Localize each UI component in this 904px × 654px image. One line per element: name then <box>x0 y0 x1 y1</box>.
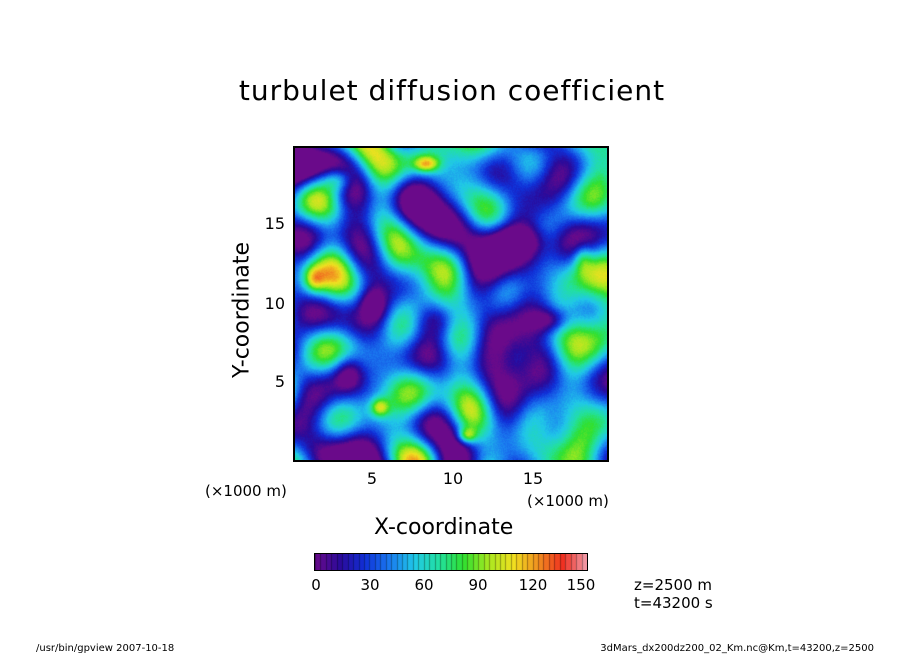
x-tick-label: 10 <box>442 469 464 488</box>
y-tick-label: 5 <box>274 372 285 391</box>
colorbar-tick-label: 30 <box>360 576 380 594</box>
colorbar <box>314 553 588 571</box>
x-tick-label: 15 <box>522 469 544 488</box>
annotation-t: t=43200 s <box>634 594 713 612</box>
footer-right: 3dMars_dx200dz200_02_Km.nc@Km,t=43200,z=… <box>600 643 874 654</box>
colorbar-tick-label: 60 <box>414 576 434 594</box>
plot-area <box>293 146 609 462</box>
annotation-z: z=2500 m <box>634 576 712 594</box>
y-axis-label: Y-coordinate <box>229 241 255 379</box>
x-tick-label: 5 <box>366 469 378 488</box>
footer-left: /usr/bin/gpview 2007-10-18 <box>36 643 175 654</box>
colorbar-tick-label: 120 <box>518 576 548 594</box>
x-axis-label: X-coordinate <box>374 515 514 540</box>
colorbar-tick-label: 0 <box>311 576 321 594</box>
y-tick-label: 10 <box>264 294 285 313</box>
chart-title: turbulet diffusion coefficient <box>238 74 666 107</box>
colorbar-tick-label: 150 <box>566 576 596 594</box>
heatmap-field <box>295 148 607 460</box>
x-axis-multiplier: (×1000 m) <box>527 492 609 510</box>
colorbar-tick-label: 90 <box>468 576 488 594</box>
y-tick-label: 15 <box>264 214 285 233</box>
y-axis-multiplier: (×1000 m) <box>205 482 287 500</box>
